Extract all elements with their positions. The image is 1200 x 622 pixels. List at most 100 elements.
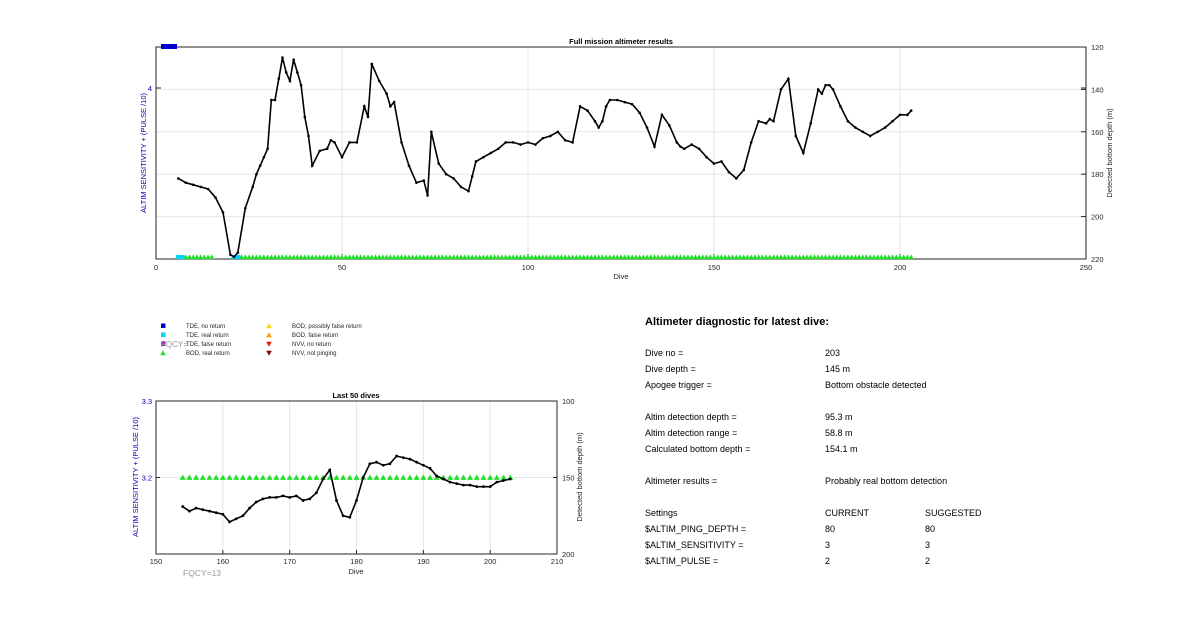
bottom-depth-point (303, 115, 307, 119)
bottom-depth-point (370, 62, 374, 66)
bottom-depth-point (415, 181, 418, 184)
setting-label-pulse: $ALTIM_PULSE = (645, 556, 719, 566)
bottom-depth-point (604, 105, 608, 108)
bottom-depth-point (705, 155, 708, 159)
last-50-depth-point (248, 506, 251, 510)
bod-real-return-marker (261, 254, 267, 260)
bottom-depth-point (586, 109, 589, 112)
last-50-depth-point (475, 485, 479, 489)
bottom-depth-point (214, 196, 217, 199)
bod-real-return-marker (596, 254, 602, 260)
bod-real-return-marker (529, 254, 535, 260)
bod-real-return-marker (703, 254, 710, 260)
bod-real-return-marker (317, 254, 323, 260)
bottom-depth-point (470, 175, 474, 178)
last-50-depth-point (421, 463, 425, 467)
bottom-depth-point (660, 113, 664, 117)
bottom-depth-point (720, 160, 723, 163)
bod-real-return-marker (331, 254, 338, 260)
bod-real-return-marker (882, 254, 888, 260)
legend-marker-triangle-up (266, 323, 272, 329)
bod-real-return-marker (722, 254, 728, 260)
bod-real-return-marker (201, 254, 207, 260)
bod-real-return-marker (756, 254, 762, 260)
bottom-depth-point (615, 98, 619, 102)
bod-real-return-marker (279, 254, 286, 260)
bod-real-return-marker (283, 254, 289, 260)
top-plot-frame (155, 46, 1087, 260)
bod-real-return-marker (696, 254, 702, 260)
setting-current-ping-depth: 80 (825, 524, 836, 534)
bod-real-return-marker (796, 254, 803, 260)
bottom-depth-point (541, 136, 545, 140)
bod-real-return-marker (659, 254, 665, 260)
legend-item-label: NVV, not pinging (292, 351, 336, 357)
bod-real-return-marker (376, 254, 382, 260)
last-50-depth-point (288, 495, 292, 499)
bod-real-return-marker (651, 254, 658, 260)
bottom-depth-point (292, 58, 295, 62)
bottom-depth-point (426, 194, 429, 197)
legend: TDE, no return TDE, real return TDE, false… (160, 323, 362, 357)
top-right-tick-label: 220 (1091, 255, 1104, 264)
bod-real-return-marker (447, 474, 454, 480)
bod-real-return-marker (424, 254, 431, 260)
bod-real-return-marker (510, 254, 516, 260)
bod-real-return-marker (566, 254, 572, 260)
bod-real-return-marker (778, 254, 784, 260)
bod-real-return-marker (346, 254, 353, 260)
bod-real-return-marker (666, 254, 672, 260)
bottom-depth-point (296, 71, 299, 74)
top-right-tick-label: 160 (1091, 128, 1104, 137)
bod-real-return-marker (852, 254, 858, 260)
bottom-depth-point (236, 251, 240, 254)
bottom-depth-point (883, 126, 887, 129)
bod-real-return-marker (700, 254, 706, 260)
bod-real-return-marker (808, 254, 814, 260)
bod-real-return-marker (239, 474, 246, 480)
bod-real-return-marker (458, 254, 464, 260)
top-ylabel-left: ALTIM SENSITIVITY + (PULSE /10) (139, 93, 148, 213)
last-50-depth-point (281, 494, 285, 498)
bod-real-return-marker (525, 254, 531, 260)
bod-real-return-marker (506, 254, 512, 260)
last-50-depth-point (448, 480, 452, 484)
bod-real-return-marker (655, 254, 661, 260)
diagnostic-title: Altimeter diagnostic for latest dive: (645, 316, 829, 328)
bod-real-return-marker (380, 474, 387, 480)
bod-real-return-marker (179, 474, 186, 480)
bod-real-return-marker (291, 254, 297, 260)
bottom-depth-point (828, 83, 831, 87)
bod-real-return-marker (436, 254, 442, 260)
bod-real-return-marker (640, 254, 646, 260)
bottom-chart-title: Last 50 dives (332, 391, 379, 400)
bod-real-return-marker (272, 254, 278, 260)
bottom-depth-point (779, 88, 783, 91)
bod-real-return-marker (547, 254, 553, 260)
bottom-depth-point (429, 130, 433, 134)
bottom-depth-point (184, 181, 188, 184)
last-50-depth-point (395, 454, 398, 458)
legend-marker-triangle-up (266, 332, 272, 338)
bod-real-return-marker (273, 474, 280, 480)
bottom-depth-point (229, 253, 232, 257)
bod-real-return-marker (893, 254, 899, 260)
bod-real-return-marker (707, 254, 713, 260)
bod-real-return-marker (432, 254, 438, 260)
bottom-depth-point (243, 206, 247, 210)
bod-real-return-marker (465, 254, 472, 260)
bottom-depth-point (876, 130, 879, 134)
bod-real-return-marker (718, 254, 725, 260)
bod-real-return-marker (540, 254, 546, 260)
bottom-depth-point (299, 83, 303, 87)
bottom-depth-point (868, 134, 872, 138)
bod-real-return-marker (730, 254, 736, 260)
bod-real-return-marker (622, 254, 628, 260)
bod-real-return-marker (811, 254, 818, 260)
bod-real-return-marker (793, 254, 799, 260)
bottom-depth-point (697, 147, 701, 151)
bod-real-return-marker (677, 254, 684, 260)
bod-real-return-marker (246, 474, 253, 480)
bod-real-return-marker (867, 254, 873, 260)
